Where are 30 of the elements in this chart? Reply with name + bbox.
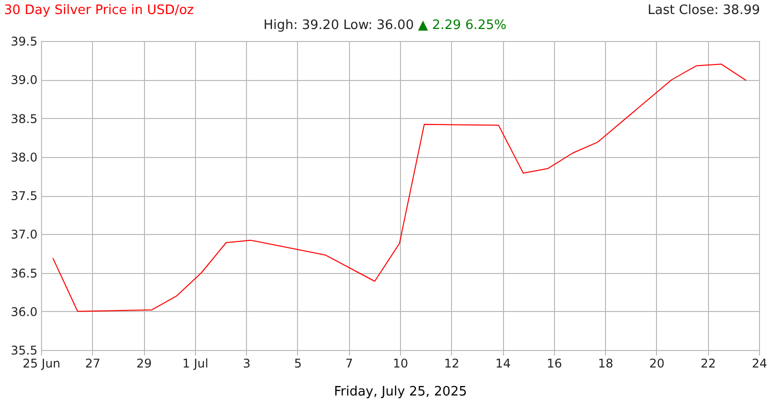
x-tick-label: 1 Jul (182, 356, 208, 370)
x-tick-label: 18 (598, 356, 614, 370)
y-tick-label: 37.5 (10, 189, 38, 203)
y-tick-label: 35.5 (10, 344, 38, 358)
x-tick-label: 14 (495, 356, 511, 370)
x-tick-label: 16 (546, 356, 562, 370)
y-tick-label: 37.0 (10, 228, 38, 242)
x-tick-label: 10 (392, 356, 408, 370)
x-tick-label: 29 (136, 356, 152, 370)
y-tick-label: 36.5 (10, 266, 38, 280)
x-tick-label: 22 (700, 356, 716, 370)
y-tick-label: 36.0 (10, 304, 38, 319)
x-tick-label: 3 (242, 356, 250, 370)
text: ▲ 2.29 6.25% (418, 18, 506, 33)
chart-subtitle: High: 39.20 Low: 36.00 (263, 18, 414, 33)
x-tick-label: 25 Jun (22, 356, 60, 370)
x-tick-label: 27 (85, 356, 100, 370)
x-tick-label: 20 (649, 356, 665, 370)
x-tick-label: 24 (752, 356, 768, 370)
y-tick-label: 39.0 (10, 73, 38, 88)
y-tick-label: 38.5 (10, 112, 38, 126)
line-series (52, 64, 747, 312)
x-tick-label: 12 (444, 356, 460, 370)
x-tick-label: 5 (294, 356, 302, 370)
y-tick-label: 38.0 (10, 150, 38, 164)
chart-title: 30 Day Silver Price in USD/oz (4, 3, 194, 18)
x-tick-label: 7 (345, 356, 354, 370)
y-tick-label: 39.5 (10, 34, 38, 48)
text: Last Close: 38.99 (648, 3, 760, 18)
x-axis-title: Friday, July 25, 2025 (334, 384, 468, 400)
